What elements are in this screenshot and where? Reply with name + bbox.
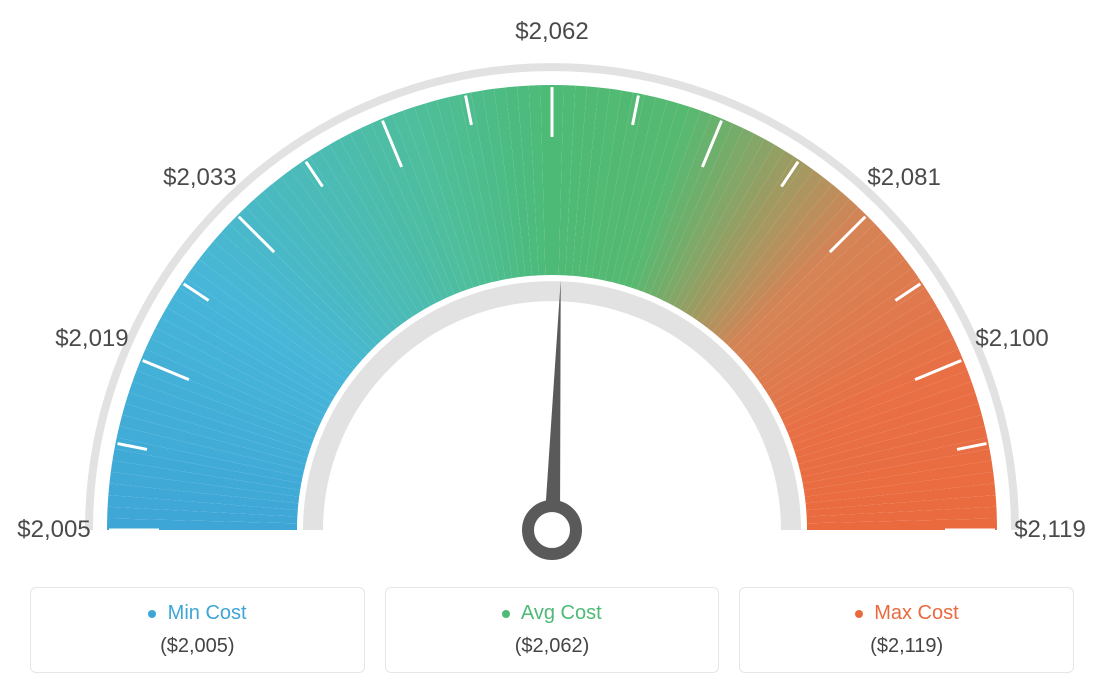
legend-card-max: Max Cost ($2,119) [739, 587, 1074, 673]
legend-value-min: ($2,005) [31, 635, 364, 658]
legend-title-text-avg: Avg Cost [521, 602, 602, 624]
legend-title-text-min: Min Cost [168, 602, 247, 624]
gauge-tick-label: $2,005 [17, 516, 90, 544]
gauge-chart: $2,005 $2,019 $2,033 $2,062 $2,081 $2,100 $2,1… [0, 0, 1104, 560]
dot-icon [148, 610, 156, 618]
legend-value-max: ($2,119) [740, 635, 1073, 658]
gauge-tick-label: $2,081 [867, 164, 940, 192]
gauge-tick-label: $2,019 [55, 325, 128, 353]
legend-title-avg: Avg Cost [386, 602, 719, 625]
legend-card-avg: Avg Cost ($2,062) [385, 587, 720, 673]
legend-title-min: Min Cost [31, 602, 364, 625]
legend-value-avg: ($2,062) [386, 635, 719, 658]
legend-row: Min Cost ($2,005) Avg Cost ($2,062) Max … [0, 570, 1104, 690]
legend-title-max: Max Cost [740, 602, 1073, 625]
gauge-tick-label: $2,062 [515, 18, 588, 46]
dot-icon [502, 610, 510, 618]
gauge-tick-label: $2,119 [1014, 516, 1086, 544]
gauge-tick-label: $2,100 [975, 325, 1048, 353]
legend-title-text-max: Max Cost [874, 602, 958, 624]
gauge-svg [0, 0, 1104, 560]
gauge-tick-label: $2,033 [163, 164, 236, 192]
legend-card-min: Min Cost ($2,005) [30, 587, 365, 673]
dot-icon [855, 610, 863, 618]
